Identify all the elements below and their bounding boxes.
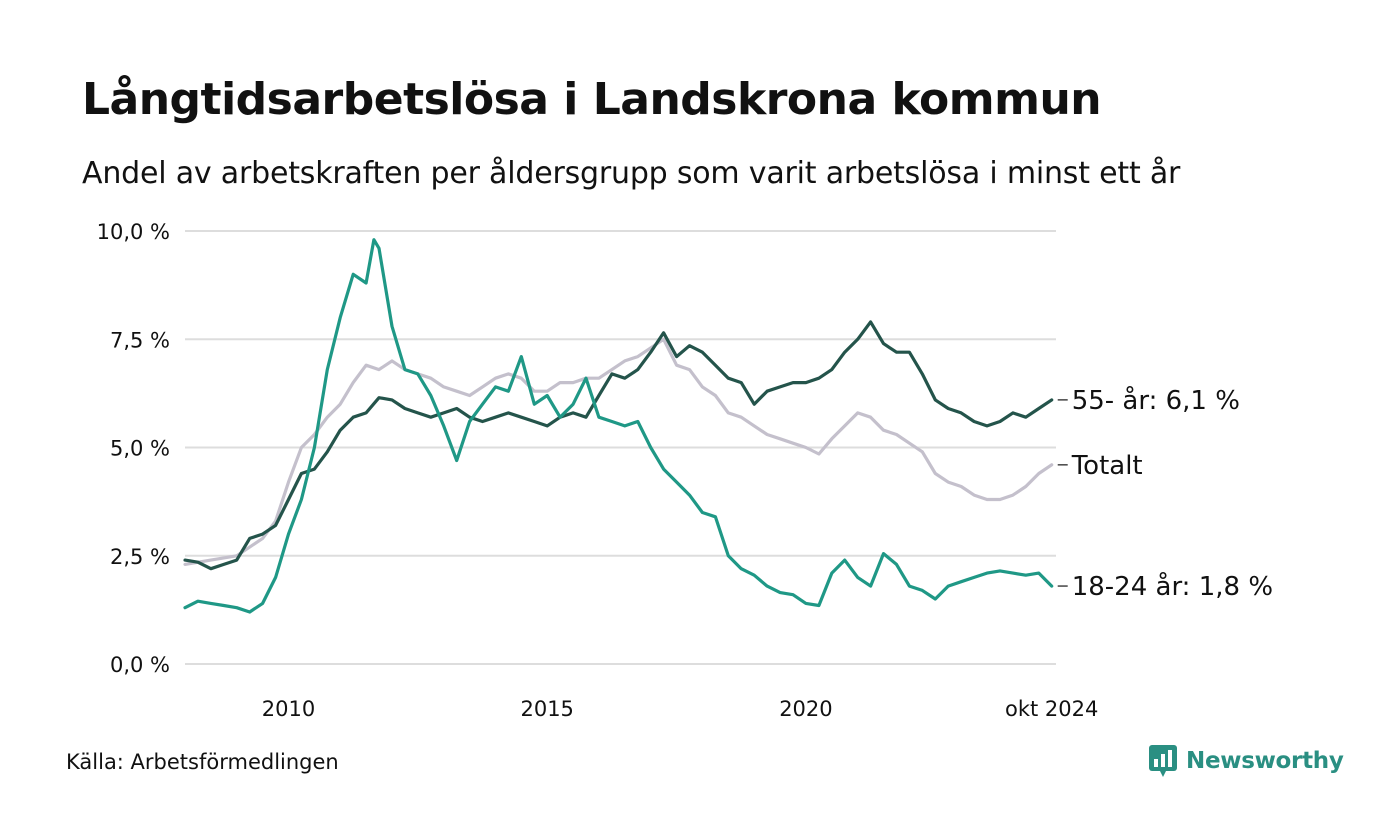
chart-subtitle: Andel av arbetskraften per åldersgrupp s… bbox=[82, 156, 1181, 191]
x-tick-label: 2015 bbox=[520, 697, 573, 721]
y-tick-label: 5,0 % bbox=[110, 437, 170, 461]
y-tick-label: 2,5 % bbox=[110, 545, 170, 569]
series-lines bbox=[183, 238, 1054, 614]
gridlines bbox=[185, 230, 1056, 665]
newsworthy-icon bbox=[1149, 745, 1177, 777]
source-note: Källa: Arbetsförmedlingen bbox=[66, 750, 339, 774]
x-tick-label: 2020 bbox=[779, 697, 832, 721]
brand-logo[interactable]: Newsworthy bbox=[1148, 744, 1344, 778]
x-axis-ticks: 2010 2015 2020 okt 2024 bbox=[262, 697, 1099, 721]
brand-name: Newsworthy bbox=[1186, 748, 1344, 774]
y-axis-ticks: 0,0 % 2,5 % 5,0 % 7,5 % 10,0 % bbox=[97, 220, 170, 677]
series-labels: Totalt 55- år: 6,1 % 18-24 år: 1,8 % bbox=[1057, 385, 1273, 602]
series-line-total bbox=[183, 337, 1054, 567]
series-line-age55 bbox=[183, 320, 1054, 571]
y-tick-label: 0,0 % bbox=[110, 653, 170, 677]
x-tick-label: okt 2024 bbox=[1005, 697, 1098, 721]
series-line-age1824 bbox=[183, 238, 1054, 614]
series-label-age55: 55- år: 6,1 % bbox=[1072, 385, 1240, 416]
x-tick-label: 2010 bbox=[262, 697, 315, 721]
y-tick-label: 10,0 % bbox=[97, 220, 170, 244]
y-tick-label: 7,5 % bbox=[110, 328, 170, 352]
series-label-age1824: 18-24 år: 1,8 % bbox=[1072, 571, 1273, 602]
chart-title: Långtidsarbetslösa i Landskrona kommun bbox=[82, 74, 1102, 125]
series-label-total: Totalt bbox=[1071, 451, 1143, 481]
